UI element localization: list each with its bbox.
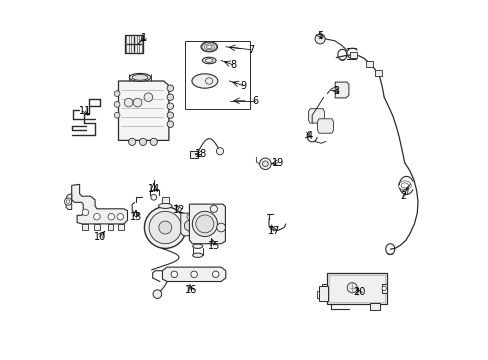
Circle shape xyxy=(64,198,72,205)
Circle shape xyxy=(184,220,195,231)
Text: 19: 19 xyxy=(271,158,283,168)
Bar xyxy=(374,70,381,76)
Circle shape xyxy=(133,98,142,107)
Text: 9: 9 xyxy=(240,81,246,91)
Text: 7: 7 xyxy=(247,45,254,55)
Circle shape xyxy=(108,213,114,220)
Bar xyxy=(185,41,249,109)
Circle shape xyxy=(124,98,133,107)
Circle shape xyxy=(114,112,120,118)
Circle shape xyxy=(167,112,173,118)
Bar xyxy=(107,224,113,230)
Bar xyxy=(82,224,88,230)
Bar xyxy=(326,273,386,304)
Bar xyxy=(366,61,373,67)
Circle shape xyxy=(117,213,123,220)
Bar xyxy=(369,303,379,310)
Circle shape xyxy=(139,138,146,145)
Text: 10: 10 xyxy=(94,232,106,242)
Text: 8: 8 xyxy=(229,60,236,70)
Circle shape xyxy=(190,271,197,278)
Bar xyxy=(319,286,327,301)
Circle shape xyxy=(167,121,173,127)
Circle shape xyxy=(114,102,120,107)
Ellipse shape xyxy=(192,244,203,248)
Polygon shape xyxy=(181,213,199,236)
Circle shape xyxy=(192,211,217,237)
Circle shape xyxy=(346,283,357,293)
Bar xyxy=(329,275,384,302)
Polygon shape xyxy=(162,267,225,282)
Ellipse shape xyxy=(192,253,203,257)
Bar xyxy=(322,284,326,293)
Bar xyxy=(94,224,100,230)
Polygon shape xyxy=(317,119,333,133)
Ellipse shape xyxy=(202,57,216,64)
Bar xyxy=(124,35,143,53)
Bar xyxy=(162,197,168,203)
Ellipse shape xyxy=(205,78,212,84)
Circle shape xyxy=(128,138,136,145)
Ellipse shape xyxy=(205,59,213,62)
Bar xyxy=(118,224,124,230)
Text: 17: 17 xyxy=(267,226,280,236)
Circle shape xyxy=(259,158,270,170)
Bar xyxy=(381,284,386,293)
Bar xyxy=(189,151,198,158)
Ellipse shape xyxy=(158,203,172,208)
Circle shape xyxy=(322,286,326,291)
Circle shape xyxy=(216,223,225,232)
Circle shape xyxy=(66,200,70,203)
Circle shape xyxy=(381,286,386,291)
Polygon shape xyxy=(72,184,127,224)
Text: 18: 18 xyxy=(194,149,206,159)
Circle shape xyxy=(150,138,157,145)
Text: 2: 2 xyxy=(399,191,405,201)
Bar xyxy=(124,35,143,53)
Text: 14: 14 xyxy=(147,184,160,194)
Text: 15: 15 xyxy=(207,240,220,251)
Circle shape xyxy=(171,271,177,278)
Text: 12: 12 xyxy=(172,204,185,215)
Text: 13: 13 xyxy=(129,212,142,222)
Circle shape xyxy=(186,214,192,220)
Circle shape xyxy=(167,94,173,100)
Text: 6: 6 xyxy=(252,96,258,106)
Text: 11: 11 xyxy=(79,106,91,116)
Polygon shape xyxy=(66,194,72,210)
Circle shape xyxy=(153,290,162,298)
Circle shape xyxy=(314,34,325,44)
Polygon shape xyxy=(308,109,324,123)
Circle shape xyxy=(144,93,152,102)
Ellipse shape xyxy=(132,75,148,80)
Text: 3: 3 xyxy=(332,86,339,96)
Text: 4: 4 xyxy=(305,131,312,141)
Circle shape xyxy=(167,85,173,91)
Circle shape xyxy=(196,215,213,233)
Polygon shape xyxy=(118,81,168,140)
Text: 20: 20 xyxy=(352,287,365,297)
Circle shape xyxy=(151,194,156,200)
Text: 16: 16 xyxy=(185,285,197,295)
Circle shape xyxy=(114,91,120,96)
Bar xyxy=(349,52,356,58)
Ellipse shape xyxy=(201,42,217,52)
Polygon shape xyxy=(335,82,348,98)
Circle shape xyxy=(210,205,217,212)
Circle shape xyxy=(134,212,139,217)
Circle shape xyxy=(212,271,219,278)
Circle shape xyxy=(94,213,100,220)
Ellipse shape xyxy=(129,73,151,81)
Text: 1: 1 xyxy=(141,33,146,43)
Circle shape xyxy=(82,209,88,216)
Circle shape xyxy=(149,211,181,244)
Polygon shape xyxy=(189,204,225,244)
Ellipse shape xyxy=(192,74,218,88)
Circle shape xyxy=(216,148,223,155)
Circle shape xyxy=(144,207,186,248)
Circle shape xyxy=(159,221,171,234)
Text: 5: 5 xyxy=(316,31,323,41)
Circle shape xyxy=(262,161,268,167)
Circle shape xyxy=(167,103,173,109)
